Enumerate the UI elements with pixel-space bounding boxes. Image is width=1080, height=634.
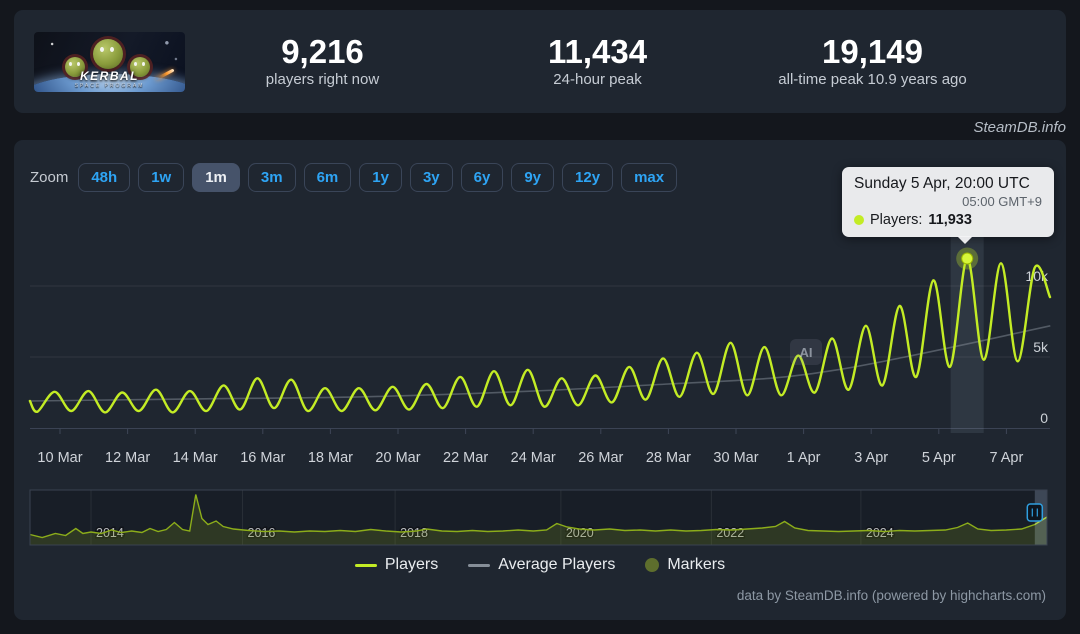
x-axis-label: 5 Apr [922, 450, 956, 466]
tooltip-local-time: 05:00 GMT+9 [962, 194, 1042, 209]
zoom-button-6y[interactable]: 6y [460, 163, 504, 192]
stat-label: 24-hour peak [553, 71, 642, 88]
stat-label: all-time peak 10.9 years ago [778, 71, 967, 88]
x-axis-label: 1 Apr [787, 450, 821, 466]
stats-header-card: KERBAL SPACE PROGRAM 9,216 players right… [14, 10, 1066, 113]
players-line-swatch-icon [354, 563, 377, 567]
x-axis-label: 24 Mar [511, 450, 556, 466]
average-players-line-swatch-icon [468, 563, 491, 567]
y-axis-label: 0 [1040, 410, 1048, 426]
x-axis-label: 20 Mar [375, 450, 420, 466]
stat-alltime-peak: 19,149 all-time peak 10.9 years ago [735, 10, 1010, 113]
stat-value: 11,434 [547, 33, 648, 70]
ai-watermark-badge: AI [790, 339, 822, 365]
stat-label: players right now [265, 71, 380, 88]
x-axis-label: 28 Mar [646, 450, 691, 466]
x-axis-label: 22 Mar [443, 450, 488, 466]
legend-item-players[interactable]: Players [354, 556, 438, 574]
x-axis-label: 30 Mar [713, 450, 758, 466]
zoom-button-max[interactable]: max [621, 163, 678, 192]
kerbal-avatar [130, 57, 150, 77]
steamdb-watermark: SteamDB.info [973, 119, 1066, 136]
players-series-dot-icon [854, 215, 864, 225]
zoom-button-3y[interactable]: 3y [409, 163, 453, 192]
legend-item-markers[interactable]: Markers [645, 556, 725, 574]
tooltip-series-value: 11,933 [928, 212, 972, 228]
navigator-year-label: 2020 [566, 526, 594, 540]
navigator-year-label: 2016 [248, 526, 276, 540]
tooltip-series-label: Players: [870, 212, 923, 228]
navigator-year-label: 2014 [96, 526, 124, 540]
x-axis-label: 10 Mar [37, 450, 82, 466]
x-axis-label: 18 Mar [308, 450, 353, 466]
kerbal-avatar [65, 57, 85, 77]
markers-circle-swatch-icon [645, 558, 660, 572]
navigator-mask[interactable] [30, 490, 1035, 545]
zoom-button-1m[interactable]: 1m [192, 163, 240, 192]
hover-marker-point[interactable] [961, 252, 974, 265]
zoom-button-48h[interactable]: 48h [78, 163, 131, 192]
x-axis-label: 12 Mar [105, 450, 150, 466]
data-credit-link[interactable]: data by SteamDB.info (powered by highcha… [736, 588, 1046, 603]
tooltip-datetime: Sunday 5 Apr, 20:00 UTC [854, 175, 1030, 192]
zoom-label: Zoom [30, 169, 69, 186]
planet-graphic [34, 74, 185, 92]
stat-value: 9,216 [281, 33, 364, 70]
zoom-button-1y[interactable]: 1y [359, 163, 402, 192]
game-title: KERBAL [80, 69, 139, 83]
y-axis-label: 5k [1033, 339, 1049, 355]
stat-value: 19,149 [822, 33, 923, 70]
x-axis-label: 26 Mar [578, 450, 623, 466]
navigator-border [29, 489, 1048, 546]
navigator-handle[interactable] [1026, 503, 1044, 522]
player-stats: 9,216 players right now 11,434 24-hour p… [185, 10, 1010, 113]
x-axis-label: 14 Mar [173, 450, 218, 466]
zoom-button-6m[interactable]: 6m [303, 163, 352, 192]
x-axis-label: 16 Mar [240, 450, 285, 466]
chart-tooltip: Sunday 5 Apr, 20:00 UTC 05:00 GMT+9 Play… [842, 167, 1054, 244]
x-axis-label: 7 Apr [989, 450, 1023, 466]
zoom-button-3m[interactable]: 3m [247, 163, 296, 192]
navigator-line [29, 494, 1048, 539]
navigator-year-label: 2024 [866, 526, 894, 540]
x-axis-label: 3 Apr [854, 450, 888, 466]
zoom-button-12y[interactable]: 12y [562, 163, 614, 192]
stat-24h-peak: 11,434 24-hour peak [460, 10, 735, 113]
players-line [28, 257, 1052, 414]
legend-item-average-players[interactable]: Average Players [468, 556, 615, 574]
game-capsule-image[interactable]: KERBAL SPACE PROGRAM [34, 32, 185, 92]
tooltip-series-row: Players: 11,933 [854, 212, 1042, 228]
game-subtitle: SPACE PROGRAM [74, 83, 145, 89]
average-players-line [29, 325, 1051, 402]
kerbal-avatar [93, 39, 123, 69]
zoom-toolbar: Zoom 48h 1w 1m 3m 6m 1y 3y 6y 9y 12y max [30, 163, 685, 192]
stat-current-players: 9,216 players right now [185, 10, 460, 113]
chart-legend: Players Average Players Markers [0, 556, 1080, 574]
zoom-button-9y[interactable]: 9y [511, 163, 555, 192]
zoom-button-1w[interactable]: 1w [138, 163, 185, 192]
